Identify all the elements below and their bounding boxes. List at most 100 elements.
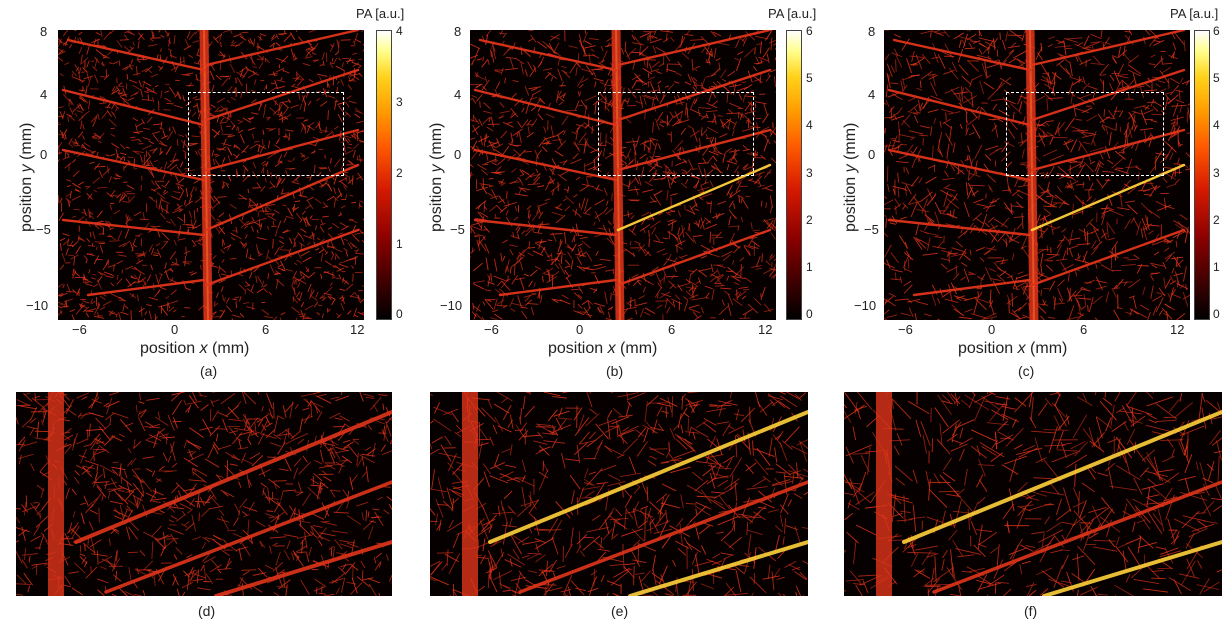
y-tick: 8: [40, 24, 48, 39]
roi-box: [1006, 92, 1164, 176]
y-tick: −5: [864, 222, 879, 237]
colorbar-tick: 4: [806, 118, 813, 132]
colorbar-tick: 1: [806, 260, 813, 274]
y-tick: −10: [440, 298, 463, 313]
x-tick: 12: [758, 322, 773, 337]
colorbar: [786, 30, 802, 320]
secondary-vein: [892, 38, 1032, 72]
x-tick: −6: [898, 322, 913, 337]
secondary-vein: [912, 278, 1032, 297]
x-tick: −6: [72, 322, 87, 337]
y-tick: 8: [454, 24, 462, 39]
colorbar-tick: 2: [396, 166, 403, 180]
y-axis-label: position y (mm): [842, 122, 859, 232]
secondary-vein: [214, 540, 392, 596]
secondary-vein: [488, 410, 808, 544]
secondary-vein: [628, 540, 808, 596]
secondary-vein: [616, 228, 772, 287]
y-axis-label: position y (mm): [18, 122, 35, 232]
roi-box: [188, 92, 344, 176]
leaf-image-a: [58, 30, 364, 320]
colorbar: [1194, 30, 1210, 320]
secondary-vein: [518, 480, 808, 594]
y-tick: 8: [868, 24, 876, 39]
y-tick: −10: [26, 298, 49, 313]
y-tick: 4: [40, 87, 48, 102]
secondary-vein: [61, 88, 206, 127]
colorbar: [376, 30, 392, 320]
x-tick: 12: [350, 322, 365, 337]
colorbar-tick: 4: [396, 24, 403, 38]
colorbar-title: PA [a.u.]: [768, 6, 817, 21]
y-tick: 0: [454, 147, 462, 162]
caption-a: (a): [200, 363, 218, 379]
caption-f: (f): [1024, 603, 1038, 619]
colorbar-tick: 0: [806, 307, 813, 321]
secondary-vein: [204, 30, 360, 67]
colorbar-title: PA [a.u.]: [356, 6, 405, 21]
zoom-image-f: [844, 392, 1222, 596]
y-tick: −10: [854, 298, 877, 313]
caption-b: (b): [606, 363, 624, 379]
secondary-vein: [473, 148, 618, 182]
x-tick: 12: [1170, 322, 1185, 337]
secondary-vein: [66, 38, 206, 72]
secondary-vein: [1030, 128, 1186, 172]
colorbar-tick: 0: [396, 307, 403, 321]
x-tick: 0: [576, 322, 584, 337]
secondary-vein: [61, 218, 206, 237]
secondary-vein: [616, 68, 772, 122]
secondary-vein: [74, 410, 392, 544]
y-tick: 4: [868, 87, 876, 102]
colorbar-tick: 3: [806, 166, 813, 180]
y-tick: −5: [450, 222, 465, 237]
roi-box: [598, 92, 754, 176]
caption-e: (e): [611, 603, 629, 619]
colorbar-tick: 5: [1213, 71, 1220, 85]
secondary-vein: [1030, 228, 1186, 287]
secondary-vein: [204, 68, 360, 122]
secondary-vein: [1042, 540, 1222, 596]
secondary-vein: [932, 480, 1222, 594]
colorbar-tick: 3: [396, 95, 403, 109]
x-tick: 0: [171, 322, 179, 337]
leaf-image-c: [884, 30, 1190, 320]
secondary-vein: [86, 278, 206, 297]
x-axis-label: position x (mm): [548, 340, 658, 357]
secondary-vein: [1030, 30, 1186, 67]
y-tick: 0: [868, 147, 876, 162]
colorbar-tick: 1: [396, 237, 403, 251]
y-axis-label: position y (mm): [428, 122, 445, 232]
secondary-vein: [478, 38, 618, 72]
colorbar-tick: 5: [806, 71, 813, 85]
secondary-vein: [887, 218, 1032, 237]
caption-d: (d): [198, 603, 216, 619]
colorbar-tick: 2: [1213, 213, 1220, 227]
colorbar-tick: 1: [1213, 260, 1220, 274]
colorbar-tick: 0: [1213, 307, 1220, 321]
x-axis-label: position x (mm): [958, 340, 1068, 357]
y-tick: 0: [40, 147, 48, 162]
secondary-vein: [473, 218, 618, 237]
x-tick: 6: [262, 322, 270, 337]
secondary-vein: [61, 148, 206, 182]
colorbar-tick: 2: [806, 213, 813, 227]
y-tick: −5: [36, 222, 51, 237]
x-tick: −6: [484, 322, 499, 337]
secondary-vein: [204, 228, 360, 287]
secondary-vein: [1030, 68, 1186, 122]
caption-c: (c): [1018, 363, 1035, 379]
colorbar-title: PA [a.u.]: [1170, 6, 1219, 21]
secondary-vein: [616, 30, 772, 67]
colorbar-tick: 3: [1213, 166, 1220, 180]
leaf-image-b: [470, 30, 776, 320]
secondary-vein: [498, 278, 618, 297]
x-tick: 6: [1080, 322, 1088, 337]
y-tick: 4: [454, 87, 462, 102]
zoom-image-e: [430, 392, 808, 596]
secondary-vein: [473, 88, 618, 127]
x-tick: 0: [988, 322, 996, 337]
x-tick: 6: [668, 322, 676, 337]
secondary-vein: [104, 480, 392, 594]
secondary-vein: [204, 128, 360, 172]
